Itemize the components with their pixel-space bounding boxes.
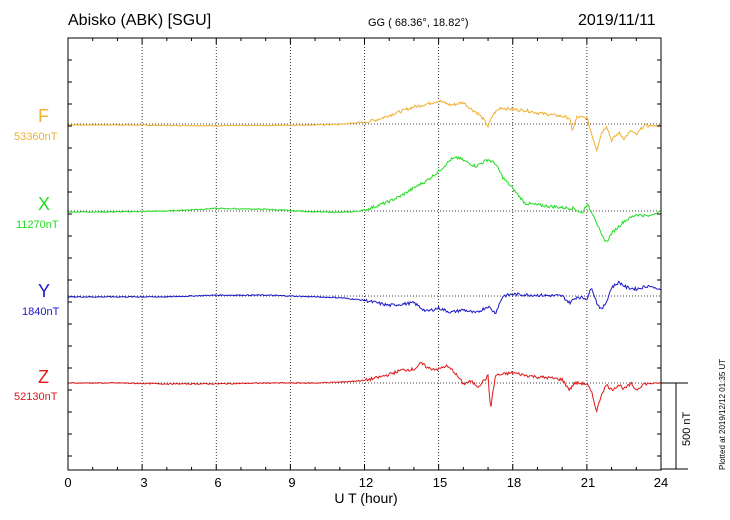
grid — [68, 38, 661, 470]
series-baseline-y: 1840nT — [22, 306, 60, 318]
series-line-y — [67, 280, 662, 315]
axis-ticks — [67, 38, 662, 470]
series-baseline-f: 53360nT — [14, 131, 58, 143]
scale-bar — [661, 382, 688, 470]
series-label-z: Z — [38, 367, 49, 387]
x-tick-label: 21 — [580, 475, 596, 490]
series-lines — [67, 99, 662, 414]
series-label-x: X — [38, 194, 51, 214]
x-axis-title: U T (hour) — [334, 490, 398, 506]
series-label-y: Y — [38, 281, 51, 301]
series-baseline-z: 52130nT — [14, 391, 58, 403]
x-tick-label: 18 — [506, 475, 522, 490]
series-line-z — [67, 361, 662, 414]
x-tick-label: 12 — [358, 475, 374, 490]
x-tick-label: 6 — [214, 475, 222, 490]
x-tick-label: 3 — [140, 475, 148, 490]
chart-date: 2019/11/11 — [578, 12, 656, 29]
station-title: Abisko (ABK) [SGU] — [68, 12, 212, 29]
series-line-f — [67, 99, 662, 153]
series-label-f: F — [38, 106, 49, 126]
series-baseline-x: 11270nT — [16, 219, 59, 231]
x-tick-label: 0 — [64, 475, 72, 490]
station-coordinates: GG ( 68.36°, 18.82°) — [368, 17, 469, 29]
series-line-x — [67, 155, 662, 242]
x-tick-label: 15 — [432, 475, 448, 490]
x-tick-label: 24 — [653, 475, 669, 490]
x-tick-label: 9 — [288, 475, 296, 490]
